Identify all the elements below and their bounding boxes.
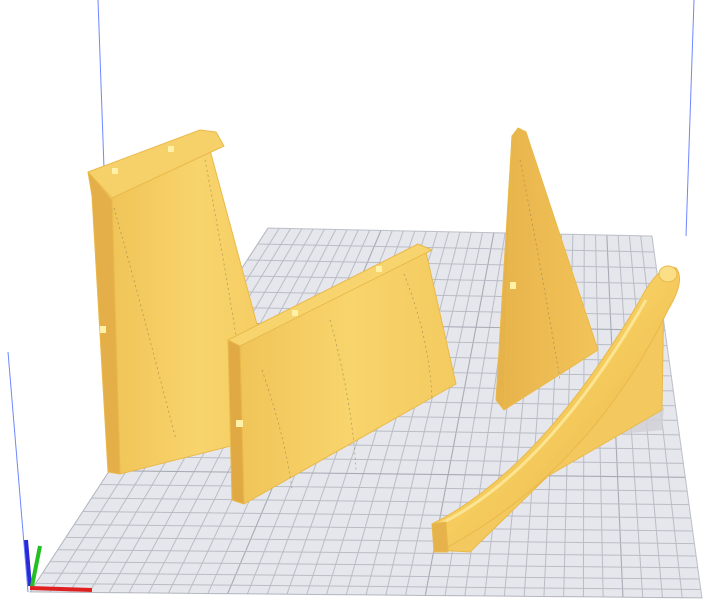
pin-marker: [100, 326, 106, 333]
build-volume-frame: [7, 0, 695, 593]
pin-marker: [168, 146, 174, 152]
axis-gizmo: [24, 539, 93, 592]
model-part-3[interactable]: [495, 127, 599, 411]
z-axis: [24, 539, 32, 587]
y-axis: [30, 545, 42, 587]
x-axis: [29, 586, 93, 592]
pin-marker: [236, 420, 243, 427]
model-part-4[interactable]: [431, 265, 681, 553]
pin-marker: [112, 168, 118, 174]
pin-marker: [376, 266, 382, 272]
model-part-2[interactable]: [227, 243, 457, 505]
pin-marker: [510, 282, 516, 289]
pin-marker: [292, 310, 298, 316]
